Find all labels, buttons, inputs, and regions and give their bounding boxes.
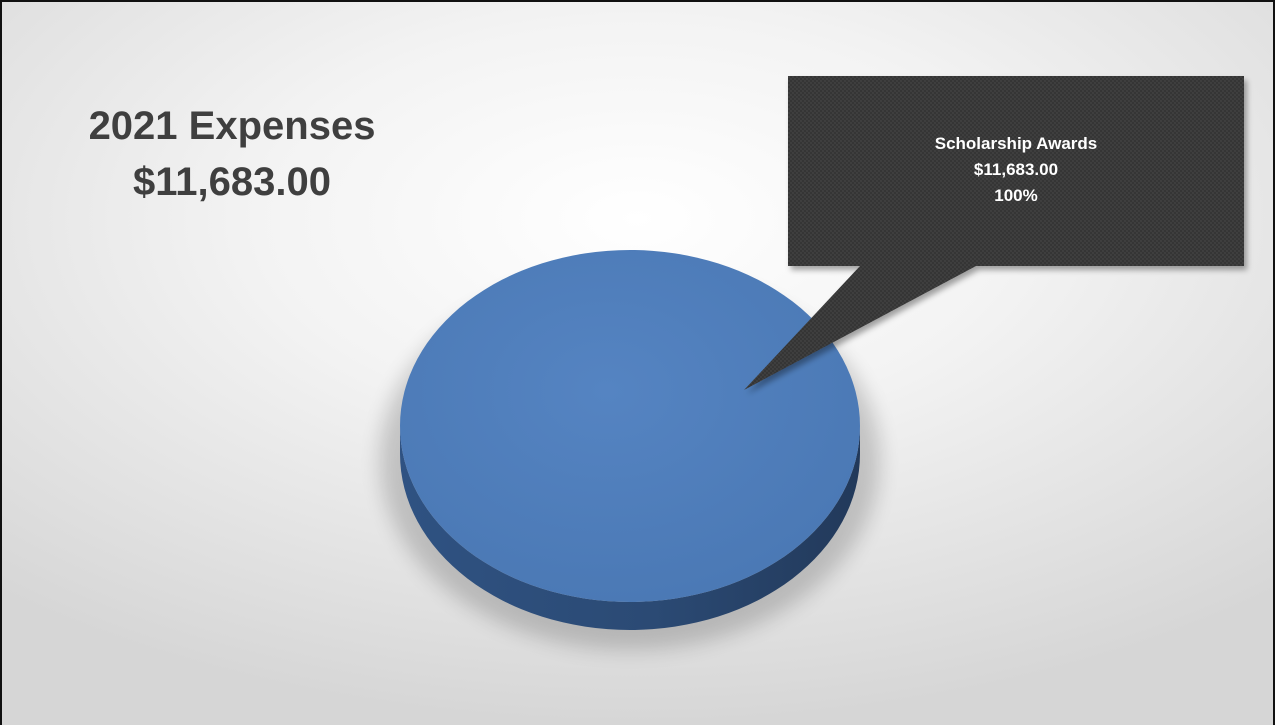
slide-total: $11,683.00 — [133, 160, 331, 204]
title-block: 2021 Expenses $11,683.00 — [62, 98, 402, 210]
callout-box — [744, 76, 1244, 390]
pie-slice-scholarship-awards — [400, 250, 860, 602]
callout-value-label: $11,683.00 — [974, 160, 1058, 179]
pie-slice-scholarship-awards-side — [400, 426, 860, 630]
callout-shape — [744, 76, 1244, 390]
slide-title: 2021 Expenses — [88, 104, 376, 148]
callout-percent-label: 100% — [994, 186, 1037, 205]
pie-layer — [380, 250, 880, 650]
data-label-callout: Scholarship Awards $11,683.00 100% — [744, 76, 1244, 390]
callout-category-label: Scholarship Awards — [935, 134, 1098, 153]
